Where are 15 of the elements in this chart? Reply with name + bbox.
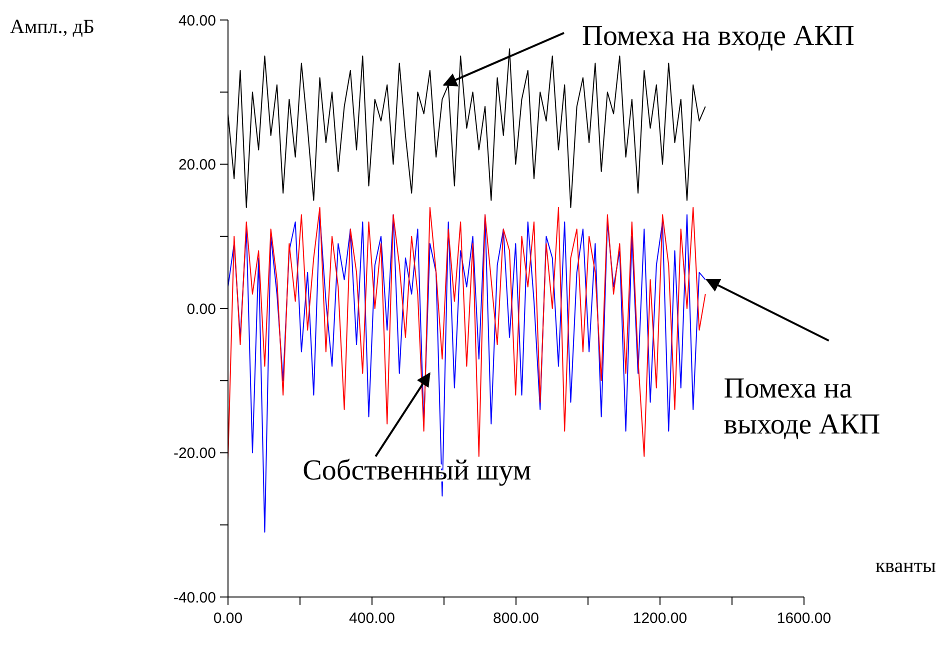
y-tick-label: 40.00 bbox=[178, 12, 216, 30]
annotation: Помеха на выходе АКП bbox=[724, 372, 880, 441]
x-tick-label: 400.00 bbox=[349, 610, 395, 627]
annotation: Помеха на входе АКП bbox=[582, 20, 855, 52]
line-series bbox=[228, 214, 706, 533]
x-tick-label: 800.00 bbox=[493, 610, 539, 627]
y-tick-label: 20.00 bbox=[178, 156, 216, 174]
y-tick-label: 0.00 bbox=[186, 300, 216, 318]
x-axis-title: кванты bbox=[875, 555, 936, 577]
x-tick-label: 1600.00 bbox=[776, 610, 832, 627]
y-tick-label: -40.00 bbox=[173, 589, 216, 606]
x-tick-label: 1200.00 bbox=[632, 610, 688, 627]
x-tick-label: 0.00 bbox=[213, 610, 243, 627]
y-tick-label: -20.00 bbox=[173, 445, 216, 462]
y-axis-title: Ампл., дБ bbox=[10, 16, 94, 38]
